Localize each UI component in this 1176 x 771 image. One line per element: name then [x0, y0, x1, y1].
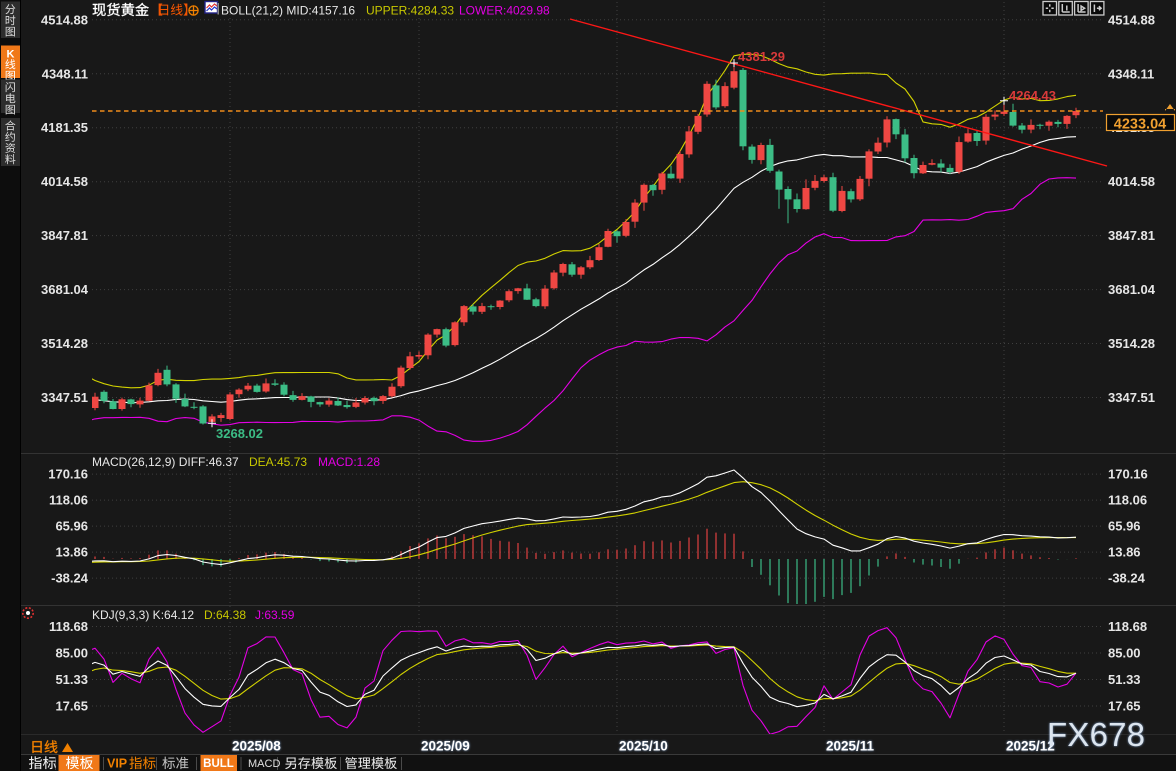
svg-text:3347.51: 3347.51 [41, 390, 88, 405]
svg-text:4348.11: 4348.11 [42, 66, 88, 81]
svg-text:D:64.38: D:64.38 [204, 608, 246, 622]
svg-text:3681.04: 3681.04 [1108, 282, 1156, 297]
svg-text:2025/09: 2025/09 [421, 739, 470, 754]
svg-text:MACD(26,12,9) DIFF:46.37: MACD(26,12,9) DIFF:46.37 [92, 455, 239, 469]
svg-text:65.96: 65.96 [1108, 519, 1141, 534]
svg-text:DEA:45.73: DEA:45.73 [249, 455, 307, 469]
svg-text:J:63.59: J:63.59 [255, 608, 295, 622]
svg-text:BULL: BULL [203, 758, 234, 770]
svg-text:13.86: 13.86 [1108, 545, 1141, 560]
svg-text:118.06: 118.06 [49, 493, 88, 508]
svg-text:3268.02: 3268.02 [216, 426, 263, 441]
svg-text:4181.35: 4181.35 [41, 120, 88, 135]
svg-text:BOLL(21,2) MID:4157.16: BOLL(21,2) MID:4157.16 [221, 4, 355, 18]
svg-text:170.16: 170.16 [48, 467, 88, 482]
svg-text:2025/11: 2025/11 [826, 739, 875, 754]
svg-text:17.65: 17.65 [55, 699, 88, 714]
svg-text:4014.58: 4014.58 [1108, 174, 1155, 189]
svg-text:85.00: 85.00 [1108, 646, 1141, 661]
svg-text:3514.28: 3514.28 [1108, 336, 1155, 351]
svg-text:MACD: MACD [248, 758, 280, 770]
svg-text:13.86: 13.86 [55, 545, 88, 560]
svg-text:4264.43: 4264.43 [1009, 88, 1056, 103]
svg-text:2025/12: 2025/12 [1006, 739, 1055, 754]
svg-text:118.68: 118.68 [49, 619, 88, 634]
svg-text:K: K [7, 49, 15, 61]
svg-text:4348.11: 4348.11 [1108, 66, 1154, 81]
svg-text:170.16: 170.16 [1108, 467, 1148, 482]
svg-text:3847.81: 3847.81 [1108, 228, 1155, 243]
svg-text:51.33: 51.33 [1108, 672, 1141, 687]
svg-text:VIP: VIP [107, 757, 127, 771]
svg-text:4514.88: 4514.88 [1108, 12, 1155, 27]
svg-text:51.33: 51.33 [55, 672, 88, 687]
svg-text:-38.24: -38.24 [1108, 571, 1146, 586]
svg-text:4514.88: 4514.88 [41, 12, 88, 27]
svg-text:2025/10: 2025/10 [619, 739, 668, 754]
svg-text:3681.04: 3681.04 [41, 282, 89, 297]
svg-text:4233.04: 4233.04 [1114, 117, 1166, 133]
svg-text:3847.81: 3847.81 [41, 228, 88, 243]
svg-text:3514.28: 3514.28 [41, 336, 88, 351]
svg-text:LOWER:4029.98: LOWER:4029.98 [459, 4, 550, 18]
svg-text:-38.24: -38.24 [51, 571, 89, 586]
svg-text:2025/08: 2025/08 [232, 739, 281, 754]
svg-text:65.96: 65.96 [55, 519, 88, 534]
svg-text:UPPER:4284.33: UPPER:4284.33 [366, 4, 454, 18]
svg-text:4014.58: 4014.58 [41, 174, 88, 189]
svg-text:MACD:1.28: MACD:1.28 [318, 455, 380, 469]
svg-text:118.06: 118.06 [1108, 493, 1147, 508]
svg-text:118.68: 118.68 [1108, 619, 1147, 634]
svg-text:17.65: 17.65 [1108, 699, 1141, 714]
svg-text:85.00: 85.00 [55, 646, 88, 661]
svg-text:FX678: FX678 [1047, 716, 1145, 753]
svg-text:3347.51: 3347.51 [1108, 390, 1155, 405]
svg-text:4381.29: 4381.29 [738, 49, 785, 64]
svg-text:KDJ(9,3,3) K:64.12: KDJ(9,3,3) K:64.12 [92, 608, 194, 622]
